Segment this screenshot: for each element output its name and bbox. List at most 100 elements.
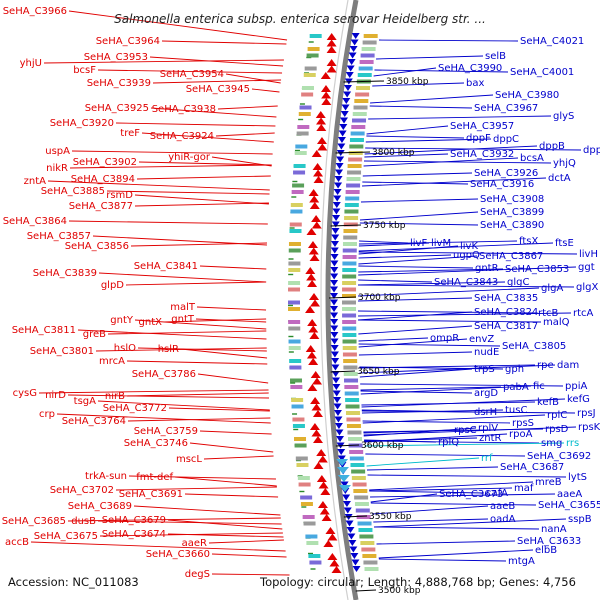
left-cog-block (301, 86, 314, 90)
left-leader-line (68, 10, 288, 41)
gene-label-left: gntX (139, 317, 163, 328)
right-strand-arrow (348, 52, 357, 59)
kbp-tick-line (343, 515, 368, 518)
gene-label-left: SeHA_C3924 (150, 131, 214, 142)
right-cog-block (357, 521, 372, 526)
right-cog-block (345, 190, 360, 194)
right-strand-arrow (330, 273, 339, 280)
right-cog-block (342, 248, 357, 253)
gene-label-left: SeHA_C3894 (71, 174, 135, 185)
gene-label-left: gntY (110, 315, 134, 326)
right-cog-block (342, 242, 357, 246)
gene-label-right: SeHA_C3687 (500, 462, 564, 473)
gene-label-left: SeHA_C3925 (85, 103, 149, 114)
kbp-ticks: 3850 kbp 3800 kbp 3750 kbp 3700 kbp 3650 kbp… (328, 77, 429, 596)
right-leader-line (378, 549, 534, 559)
right-cog-block (342, 313, 357, 318)
right-cog-block (355, 86, 370, 90)
right-cog-block (345, 196, 360, 201)
right-cog-block (347, 430, 362, 435)
left-leader-line (199, 430, 272, 435)
kbp-tick-line (328, 296, 357, 299)
left-leader-line (127, 417, 271, 422)
right-leader-line (358, 337, 429, 342)
gene-label-right: rpsJ (577, 408, 596, 419)
left-strand-arrow (316, 449, 327, 456)
right-strand-arrow (330, 319, 339, 325)
right-cog-block (363, 34, 378, 38)
right-leader-line (374, 526, 540, 530)
right-strand-arrow (346, 527, 355, 533)
left-leader-line (67, 394, 269, 399)
gene-label-right: SeHA_C3967 (474, 103, 538, 114)
right-cog-block (358, 528, 373, 532)
gene-label-right: kefG (567, 394, 590, 405)
gene-label-left: SeHA_C3764 (62, 416, 126, 427)
left-cog-block (306, 53, 319, 58)
right-strand-arrow (351, 559, 360, 566)
accession-label: Accession: NC_011083 (8, 575, 139, 589)
gene-label-left: SeHA_C3885 (41, 186, 105, 197)
gene-label-right: glgA (541, 283, 563, 294)
left-strand-arrow (320, 85, 331, 92)
gene-label-right: SeHA_C3926 (474, 168, 538, 179)
gene-label-left: SeHA_C3954 (160, 69, 224, 80)
right-strand-arrow (330, 351, 339, 358)
right-leader-line (363, 426, 577, 436)
right-leader-line (360, 198, 479, 203)
left-strand-arrow (306, 273, 317, 281)
right-strand-arrow (336, 156, 345, 163)
right-leader-line (359, 240, 409, 244)
left-strand-arrow (312, 163, 323, 170)
gene-label-right: rtcA (573, 308, 594, 319)
gene-label-right: SeHA_C3843 (434, 277, 498, 288)
left-cog-block (296, 131, 309, 136)
left-cog-block (291, 404, 304, 409)
right-strand-arrow (330, 338, 339, 345)
gene-label-right: SeHA_C3817 (474, 321, 538, 332)
left-leader-line (107, 330, 267, 335)
right-strand-arrow (335, 429, 344, 436)
right-cog-block (347, 164, 362, 168)
gene-label-right: dppB (539, 141, 565, 152)
left-leader-line (97, 400, 270, 411)
gene-label-left: SeHA_C3702 (50, 485, 114, 496)
left-leader-line (163, 318, 267, 323)
left-strand-arrow (321, 91, 332, 99)
left-leader-line (133, 505, 281, 516)
right-strand-arrow (346, 65, 355, 72)
gene-label-left: SeHA_C3939 (87, 78, 151, 89)
right-leader-line (370, 502, 537, 506)
left-leader-line (152, 79, 282, 84)
left-leader-line (161, 40, 287, 45)
left-strand-arrow (321, 98, 332, 105)
left-strand-arrow (320, 488, 331, 495)
gene-label-right: aaeB (490, 501, 515, 512)
gene-label-right: livM (431, 238, 451, 249)
right-cog-block (355, 92, 370, 97)
gene-label-left: nirD (45, 390, 66, 401)
gene-label-left: SeHA_C3920 (50, 118, 114, 129)
gene-label-left: SeHA_C3841 (134, 261, 198, 272)
left-cog-block (291, 190, 304, 194)
kbp-label: 3500 kbp (378, 586, 421, 596)
right-leader-line (364, 442, 565, 447)
left-cog-block (288, 307, 301, 311)
right-leader-line (359, 222, 479, 226)
right-cog-block (345, 398, 360, 402)
right-leader-line (364, 437, 478, 442)
right-cog-block (361, 47, 376, 51)
left-leader-line (38, 389, 269, 394)
left-strand-arrow (317, 501, 328, 508)
right-leader-line (358, 268, 504, 273)
right-strand-arrow (330, 312, 339, 319)
right-leader-line (366, 125, 449, 135)
right-strand-arrow (340, 481, 349, 488)
left-cog-block (289, 229, 302, 233)
gene-label-right: SeHA_C3908 (480, 194, 544, 205)
right-cog-block (354, 495, 369, 500)
gene-label-right: SeHA_C3867 (479, 251, 543, 262)
left-strand-arrow (307, 384, 318, 391)
right-label-leaders (357, 39, 582, 562)
